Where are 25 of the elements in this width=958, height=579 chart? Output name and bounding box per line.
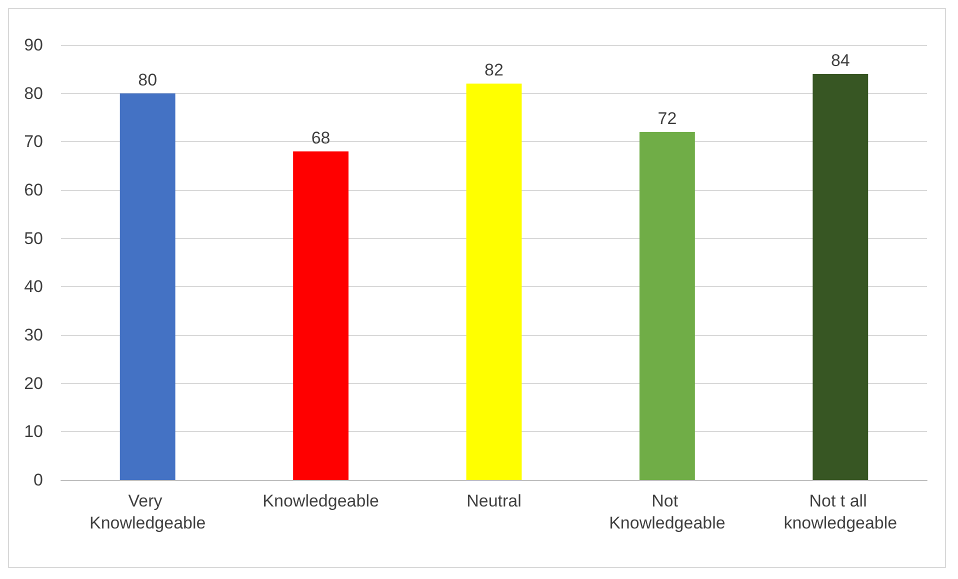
y-tick-label: 40 [24,277,43,296]
x-tick-label: Not Knowledgeable [609,492,726,532]
y-tick-label: 50 [24,228,43,248]
y-tick-label: 60 [24,180,43,200]
y-tick-label: 30 [24,326,43,344]
x-tick-label: Neutral [466,492,522,510]
bar [293,151,349,480]
x-tick-label: Very Knowledgeable [89,492,206,532]
bar [812,74,868,480]
bar [120,93,176,480]
bar [466,84,522,480]
data-label: 84 [830,51,850,70]
y-tick-label: 80 [24,84,43,103]
data-label: 72 [658,109,677,128]
y-tick-label: 10 [24,422,43,442]
bar [639,132,695,480]
data-label: 80 [138,70,158,90]
data-label: 68 [311,128,330,148]
x-tick-label: Not t all knowledgeable [784,492,898,532]
data-label: 82 [484,60,504,80]
y-tick-label: 20 [24,374,43,393]
y-tick-label: 0 [34,470,43,490]
x-tick-label: Knowledgeable [262,492,379,510]
y-tick-label: 70 [24,132,43,152]
y-tick-label: 90 [24,36,43,54]
